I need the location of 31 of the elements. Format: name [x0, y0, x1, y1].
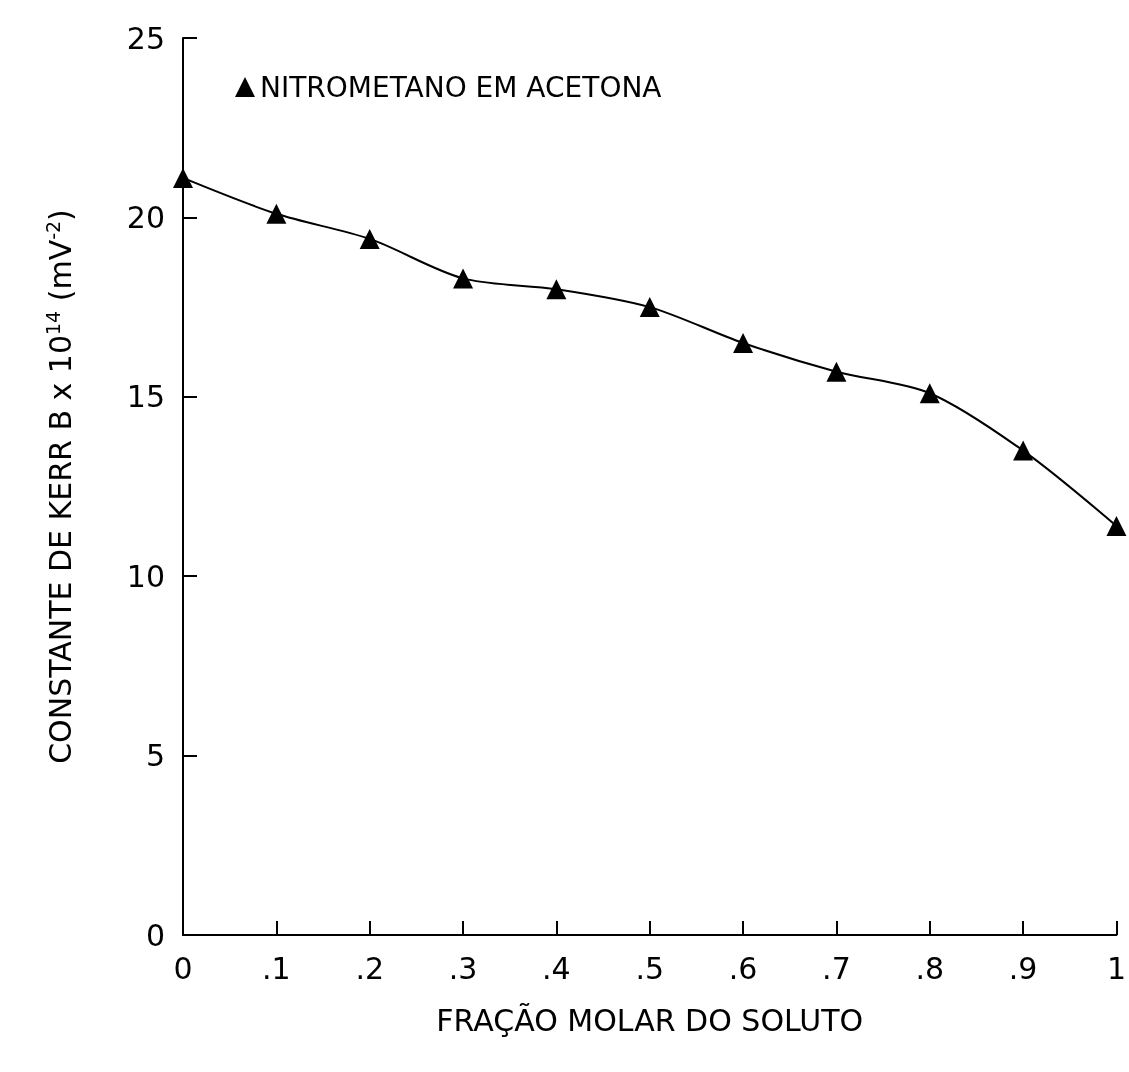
- x-tick-label: .7: [822, 950, 851, 986]
- legend-label: NITROMETANO EM ACETONA: [260, 70, 662, 104]
- x-tick-label: .1: [262, 950, 291, 986]
- x-tick-label: .2: [355, 950, 384, 986]
- point: [266, 203, 287, 224]
- point: [173, 167, 193, 188]
- y-tick-label: 10: [126, 558, 165, 594]
- y-tick-label: 20: [126, 199, 165, 235]
- point: [733, 332, 754, 353]
- x-tick-label: .3: [448, 950, 478, 986]
- x-tick-label: 0: [173, 950, 193, 986]
- point: [359, 228, 380, 249]
- x-tick-label: .9: [1008, 950, 1038, 986]
- x-tick-label: .5: [635, 950, 665, 986]
- x-axis-title: FRAÇÃO MOLAR DO SOLUTO: [436, 1002, 864, 1038]
- y-tick-label: 25: [126, 20, 165, 56]
- point: [919, 383, 940, 404]
- point: [1013, 440, 1034, 461]
- point: [1106, 515, 1127, 536]
- x-tick-label: .8: [915, 950, 945, 986]
- point: [453, 268, 474, 289]
- y-tick-label: 5: [145, 738, 165, 774]
- x-tick-label: .4: [542, 950, 571, 986]
- y-axis-title: CONSTANTE DE KERR B x 1014 (mV-2): [41, 209, 78, 764]
- point: [546, 279, 567, 300]
- y-tick-label: 0: [145, 917, 165, 953]
- x-tick-label: .6: [728, 950, 758, 986]
- point: [826, 361, 847, 382]
- x-tick-label: 1: [1106, 950, 1126, 986]
- y-tick-label: 15: [126, 379, 165, 415]
- point: [639, 297, 660, 318]
